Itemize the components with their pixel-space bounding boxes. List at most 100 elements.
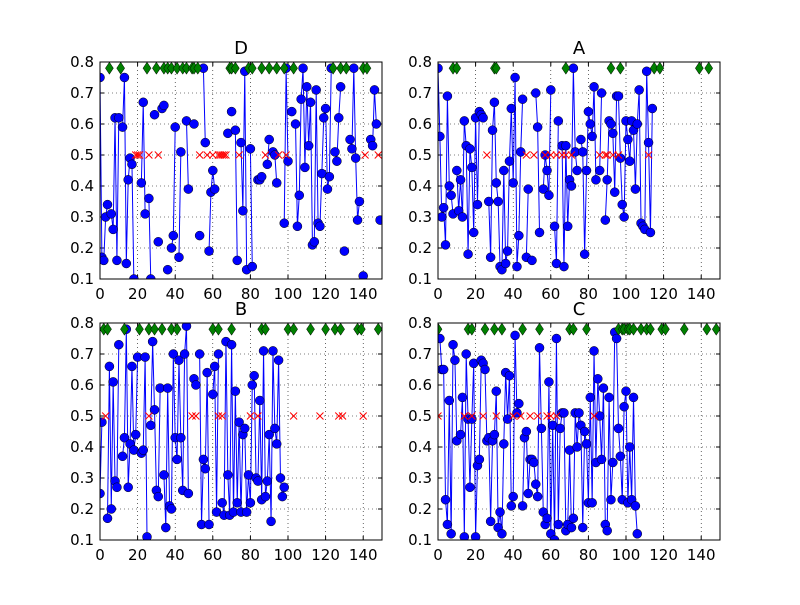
masked-marker-x	[590, 412, 598, 420]
data-point	[174, 355, 184, 365]
clipped-marker-diamond	[561, 62, 571, 75]
data-point	[183, 488, 194, 499]
masked-marker-x	[203, 151, 212, 159]
data-point	[146, 420, 156, 431]
data-point	[497, 529, 507, 539]
data-point	[249, 370, 259, 381]
x-tick-label: 140	[687, 285, 716, 303]
data-point	[587, 131, 597, 142]
data-point	[117, 122, 128, 132]
data-point	[238, 206, 248, 216]
x-tick-label: 60	[541, 285, 560, 303]
data-point	[438, 131, 445, 142]
data-point	[266, 516, 276, 527]
masked-marker-x	[208, 151, 217, 159]
masked-marker-x	[522, 151, 531, 159]
data-point	[123, 482, 133, 493]
clipped-marker-diamond	[438, 323, 443, 336]
data-point	[594, 165, 605, 176]
masked-marker-x	[438, 412, 442, 420]
data-point	[176, 147, 186, 157]
masked-marker-x	[526, 412, 534, 420]
clipped-marker-diamond	[569, 323, 578, 336]
y-tick-label: 0.1	[70, 270, 94, 288]
masked-marker-x	[601, 151, 610, 159]
subplot-B: 0 20 40 60 80 100 120 140 0.1 0.2 0.3 0.4 0.5 0.6 0.7 0…	[70, 299, 383, 564]
y-tick-label: 0.4	[408, 177, 432, 195]
clipped-marker-diamond	[103, 323, 112, 336]
data-point	[176, 432, 186, 443]
data-point	[121, 258, 132, 269]
series-line	[249, 148, 253, 267]
data-point	[283, 156, 293, 166]
subplot-title: A	[573, 38, 586, 59]
data-point	[258, 346, 269, 356]
data-point	[318, 113, 329, 123]
data-point	[625, 442, 635, 452]
y-tick-label: 0.7	[408, 345, 432, 363]
clipped-marker-diamond	[702, 323, 712, 336]
masked-marker-x	[552, 412, 561, 420]
axes-frame	[99, 61, 383, 280]
data-point	[100, 417, 107, 427]
data-point	[277, 491, 288, 502]
data-point	[279, 218, 289, 228]
data-point	[600, 215, 611, 225]
x-tick-label: 0	[433, 285, 443, 303]
masked-marker-x	[479, 412, 487, 420]
data-point	[529, 457, 539, 468]
y-tick-label: 0.7	[408, 84, 432, 102]
data-point	[566, 522, 577, 533]
data-point	[350, 153, 361, 163]
masked-marker-x	[145, 151, 153, 159]
data-point	[112, 255, 122, 266]
x-tick-label: 0	[95, 546, 105, 564]
masked-marker-x	[644, 151, 653, 159]
data-point	[562, 221, 573, 232]
clipped-marker-diamond	[172, 323, 182, 336]
clipped-marker-diamond	[452, 62, 462, 75]
data-point	[240, 423, 250, 434]
y-tick-label: 0.5	[70, 407, 94, 425]
x-tick-label: 60	[541, 546, 560, 564]
data-point	[114, 113, 124, 123]
data-point	[474, 454, 485, 465]
masked-marker-x	[567, 151, 576, 159]
x-tick-label: 100	[612, 546, 641, 564]
data-point	[514, 398, 524, 409]
clipped-marker-diamond	[247, 62, 257, 75]
data-point	[534, 343, 545, 353]
data-point	[162, 383, 173, 393]
data-point	[245, 498, 256, 508]
data-point	[630, 184, 641, 194]
data-point	[264, 429, 274, 440]
data-point	[108, 377, 118, 387]
data-point	[459, 116, 470, 126]
data-point	[159, 470, 169, 480]
clipped-marker-diamond	[283, 323, 293, 336]
data-point	[334, 113, 344, 123]
data-point	[478, 113, 488, 123]
masked-marker-x	[218, 412, 227, 420]
clipped-marker-diamond	[116, 62, 125, 75]
data-point	[245, 144, 256, 154]
data-point	[102, 199, 113, 210]
data-point	[574, 408, 584, 418]
masked-marker-x	[361, 151, 369, 159]
masked-marker-x	[558, 151, 566, 159]
data-point	[112, 482, 122, 493]
data-point	[615, 451, 626, 462]
data-point	[531, 479, 541, 489]
masked-marker-x	[274, 151, 283, 159]
data-point	[549, 535, 560, 540]
data-point	[514, 230, 524, 241]
data-point	[619, 212, 629, 222]
data-point	[504, 156, 515, 166]
masked-marker-x	[282, 151, 290, 159]
masked-marker-x	[595, 151, 604, 159]
data-point	[589, 82, 599, 92]
data-point	[179, 349, 190, 359]
clipped-marker-diamond	[167, 62, 176, 75]
